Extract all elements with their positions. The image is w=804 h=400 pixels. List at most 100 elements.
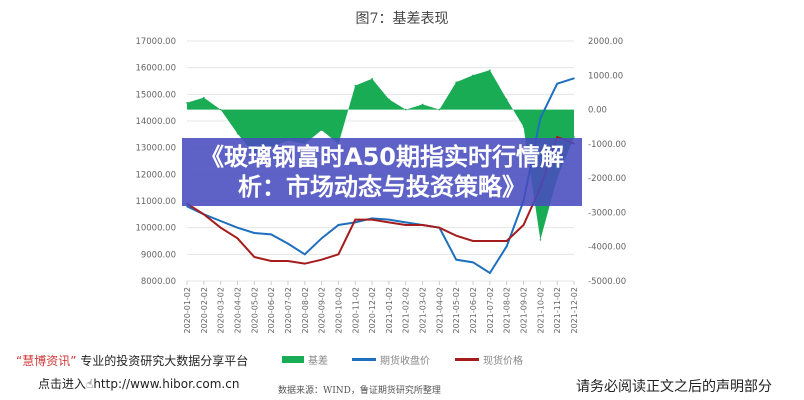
data-point xyxy=(236,226,239,229)
left-axis-tick-label: 17000.00 xyxy=(135,37,176,47)
legend-label: 现货价格 xyxy=(483,356,523,367)
data-point xyxy=(371,218,373,221)
left-axis-tick-label: 16000.00 xyxy=(135,64,176,74)
data-point xyxy=(253,232,256,234)
data-point xyxy=(303,262,306,265)
data-point xyxy=(421,103,424,106)
left-axis-tick-label: 15000.00 xyxy=(135,90,176,100)
x-axis-tick-label: 2021-12-02 xyxy=(570,287,579,334)
data-point xyxy=(489,69,491,71)
data-point xyxy=(539,239,542,241)
disclaimer-notice: 请务必阅读正文之后的声明部分 xyxy=(576,379,772,395)
left-axis-tick-label: 9000.00 xyxy=(141,250,176,260)
headline-text: 《玻璃钢富时A50期指实时行情解析：市场动态与投资策略》 xyxy=(200,143,564,201)
data-point xyxy=(354,218,357,221)
data-point xyxy=(455,234,458,237)
brand-line: “慧博资讯” 专业的投资研究大数据分享平台 xyxy=(16,352,248,369)
right-axis-tick-label: -2000.00 xyxy=(588,174,626,184)
data-point xyxy=(320,237,323,240)
data-point xyxy=(489,240,491,242)
right-axis-tick-label: 0.00 xyxy=(588,106,607,116)
data-point xyxy=(489,272,491,274)
x-axis-tick-label: 2021-07-02 xyxy=(486,287,495,334)
x-axis-tick-label: 2021-02-02 xyxy=(402,287,411,334)
x-axis-tick-label: 2021-01-02 xyxy=(385,287,394,334)
data-point xyxy=(337,253,340,256)
data-point xyxy=(203,213,205,216)
right-axis-tick-label: -4000.00 xyxy=(588,243,626,253)
data-point xyxy=(472,261,474,264)
site-link[interactable]: 点击进入☝http://www.hibor.com.cn xyxy=(38,375,239,392)
data-point xyxy=(236,132,239,135)
legend-label: 基差 xyxy=(308,356,328,367)
x-axis-tick-label: 2020-05-02 xyxy=(250,287,259,334)
data-point xyxy=(287,260,289,262)
data-point xyxy=(219,226,222,229)
data-point xyxy=(236,237,239,240)
link-url[interactable]: http://www.hibor.com.cn xyxy=(93,377,240,391)
right-axis-tick-label: -3000.00 xyxy=(588,208,626,218)
data-point xyxy=(438,108,441,111)
data-point xyxy=(203,96,205,99)
legend-swatch-basis xyxy=(282,356,304,363)
data-point xyxy=(219,108,222,111)
data-point xyxy=(253,256,256,258)
data-point xyxy=(472,240,474,242)
data-point xyxy=(573,77,575,80)
spot-price-line xyxy=(186,135,575,265)
x-axis-tick-label: 2020-03-02 xyxy=(217,287,226,334)
data-point xyxy=(388,98,390,101)
data-point xyxy=(404,108,407,111)
x-axis-tick-label: 2021-03-02 xyxy=(419,287,428,334)
data-point xyxy=(404,224,407,226)
right-axis-tick-label: -5000.00 xyxy=(588,277,626,287)
x-axis-tick-label: 2021-08-02 xyxy=(503,287,512,334)
legend-item-basis: 基差 xyxy=(282,352,328,367)
data-point xyxy=(455,258,458,261)
legend-label: 期货收盘价 xyxy=(380,356,430,367)
x-axis-tick-label: 2021-06-02 xyxy=(469,287,478,334)
legend-item-spot: 现货价格 xyxy=(455,352,523,367)
data-point xyxy=(505,98,508,101)
data-point xyxy=(219,220,222,222)
legend-item-futures: 期货收盘价 xyxy=(352,352,430,367)
data-point xyxy=(388,218,390,221)
left-axis-tick-label: 8000.00 xyxy=(141,277,176,287)
x-axis-tick-label: 2021-10-02 xyxy=(536,287,545,334)
x-axis-tick-label: 2020-04-02 xyxy=(233,287,242,334)
brand-name: “慧博资讯” xyxy=(16,354,77,368)
data-point xyxy=(287,242,289,245)
data-point xyxy=(186,101,188,104)
data-point xyxy=(303,253,306,256)
legend-swatch-spot xyxy=(455,358,479,361)
data-point xyxy=(404,221,407,224)
link-prefix: 点击进入 xyxy=(38,377,87,391)
data-point xyxy=(421,224,424,226)
x-axis-tick-label: 2020-08-02 xyxy=(301,287,310,334)
basis-area xyxy=(187,70,574,240)
data-point xyxy=(320,129,323,131)
data-point xyxy=(556,136,558,138)
data-point xyxy=(505,245,508,248)
data-point xyxy=(371,77,373,80)
x-axis-tick-label: 2021-04-02 xyxy=(435,287,444,334)
data-point xyxy=(522,224,525,226)
x-axis-tick-label: 2020-01-02 xyxy=(183,287,192,334)
data-point xyxy=(354,84,357,87)
data-source: 数据来源：WIND，鲁证期货研究所整理 xyxy=(278,386,441,396)
data-point xyxy=(472,74,474,77)
x-axis-tick-label: 2021-09-02 xyxy=(520,287,529,334)
right-axis-tick-label: -1000.00 xyxy=(588,140,626,150)
right-axis-tick-label: 1000.00 xyxy=(588,71,623,81)
right-axis-tick-label: 2000.00 xyxy=(588,37,623,47)
data-point xyxy=(573,136,575,138)
x-axis-tick-label: 2021-11-02 xyxy=(553,287,562,334)
data-point xyxy=(455,81,458,83)
x-axis-tick-label: 2020-11-02 xyxy=(351,287,360,334)
x-axis-tick-label: 2021-05-02 xyxy=(452,287,461,334)
x-axis-tick-label: 2020-02-02 xyxy=(200,287,209,334)
data-point xyxy=(556,82,558,85)
left-axis-tick-label: 12000.00 xyxy=(135,170,176,180)
x-axis-tick-label: 2020-07-02 xyxy=(284,287,293,334)
data-point xyxy=(337,224,340,226)
